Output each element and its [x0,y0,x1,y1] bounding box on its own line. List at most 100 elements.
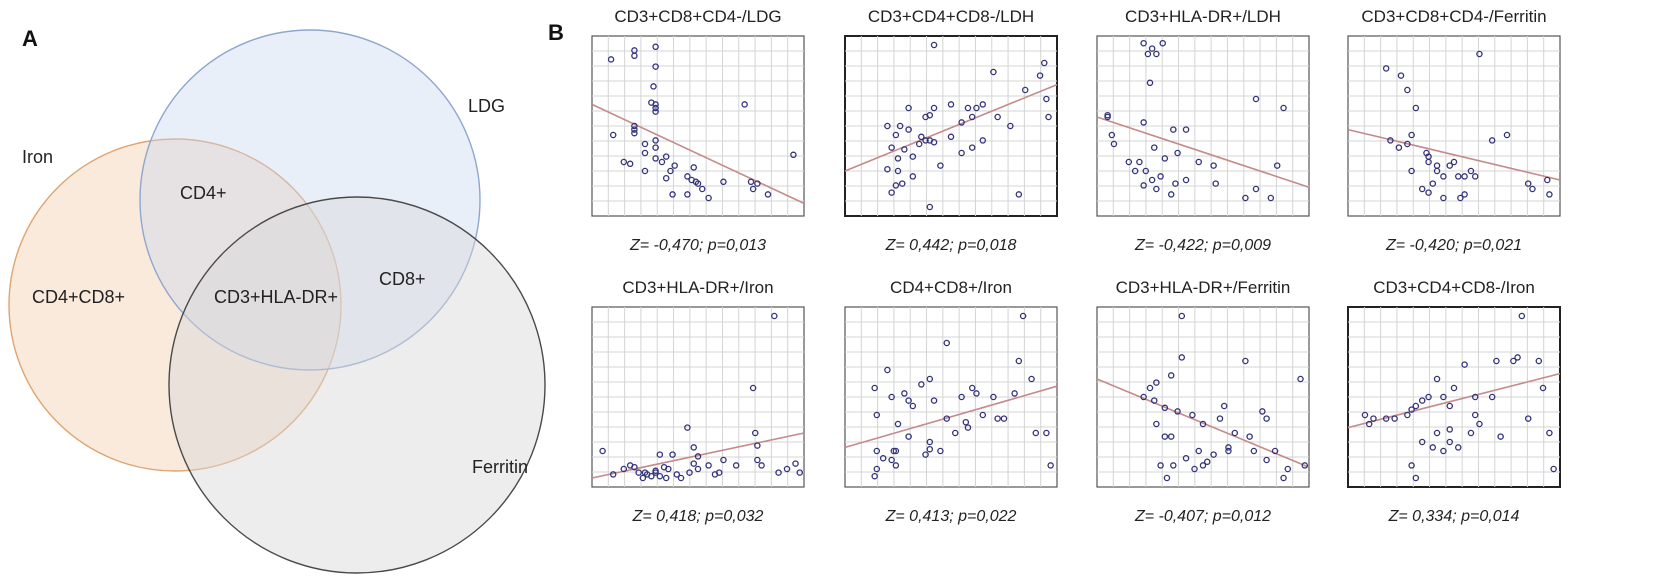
data-point [796,469,804,476]
data-point [652,101,659,108]
data-point [1021,86,1029,94]
data-point [1301,462,1309,469]
plot-grid [592,36,804,216]
data-point [692,178,700,186]
data-point [783,465,791,473]
data-point [607,56,615,63]
data-point [620,158,628,166]
data-point [892,462,900,469]
data-point [1131,167,1139,175]
data-point [1043,429,1050,437]
scatter-plot-2: CD3+CD4+CD8-/LDH Z= 0,442; p=0,018 [844,7,1058,254]
data-point [1412,402,1420,410]
data-point [1397,72,1405,79]
data-point [1433,375,1441,383]
data-point [930,397,938,404]
data-point [631,129,638,137]
data-point [1203,458,1211,466]
data-point [1259,408,1266,415]
venn-diagram: Iron LDG Ferritin CD4+CD8+ CD4+ CD8+ CD3… [8,29,546,574]
data-point [922,451,929,458]
data-point [626,160,634,168]
data-point [1461,173,1468,180]
data-point [894,420,902,428]
data-point [1467,167,1475,175]
data-point [958,149,965,157]
regression-line [591,432,805,479]
data-point [667,167,674,175]
regression-line [1096,378,1310,468]
data-point [677,474,685,482]
data-point [1263,415,1270,422]
venn-circle-ferritin [168,196,546,574]
data-point [1391,415,1398,422]
data-point [1457,194,1464,202]
data-point [901,146,908,153]
data-point [686,469,693,476]
data-point [609,471,617,478]
data-point [775,469,782,476]
data-point [1170,126,1177,133]
data-point [930,104,938,112]
data-point [1161,404,1169,412]
plot-stat-label: Z= -0,420; p=0,021 [1385,237,1522,254]
data-point [951,429,959,437]
scatter-plot-8: CD3+CD4+CD8-/Iron Z= 0,334; p=0,014 [1347,278,1561,525]
data-point [771,312,778,320]
data-point [1273,162,1281,169]
data-point [892,182,900,189]
data-point [873,465,881,473]
data-point [747,178,755,186]
data-point [968,144,976,151]
data-point [926,203,934,211]
data-point [1446,426,1454,433]
data-point [754,442,761,449]
data-point [1045,113,1052,121]
data-point [1170,462,1177,469]
data-point [1476,420,1483,428]
data-point [1032,429,1040,437]
data-point [1252,185,1260,193]
data-point [1036,72,1044,79]
data-point [979,411,987,419]
venn-set-label-iron: Iron [22,147,53,167]
data-point [1157,462,1164,469]
data-point [979,137,987,144]
plot-stat-label: Z= 0,334; p=0,014 [1388,508,1520,525]
data-point [1182,176,1190,184]
data-point [656,451,664,458]
data-point [1250,447,1258,455]
data-point [888,144,895,151]
data-point [652,104,659,112]
data-point [1471,173,1479,180]
data-point [652,43,659,51]
plot-stat-label: Z= -0,470; p=0,013 [629,237,766,254]
data-point [741,101,748,108]
data-point [1136,158,1143,166]
data-point [896,122,904,130]
data-point [1433,429,1441,437]
data-point [1242,357,1249,365]
data-point [1429,444,1437,451]
data-point [1167,191,1175,198]
data-point [973,104,980,112]
data-point [1178,312,1186,320]
data-point [1550,465,1557,473]
data-point [926,111,934,119]
data-point [1210,451,1217,458]
data-point [930,41,938,49]
data-point [1108,131,1116,139]
data-point [732,462,740,469]
plot-grid [1348,307,1560,487]
data-point [894,167,902,175]
plot-title: CD3+CD4+CD8-/LDH [868,7,1034,26]
data-point [1497,433,1504,440]
data-point [652,144,659,151]
data-point [1446,162,1454,169]
data-point [620,465,628,473]
data-point [909,153,917,160]
data-point [690,444,698,451]
data-point [694,465,702,473]
data-point [1471,393,1479,401]
data-point [994,415,1001,422]
